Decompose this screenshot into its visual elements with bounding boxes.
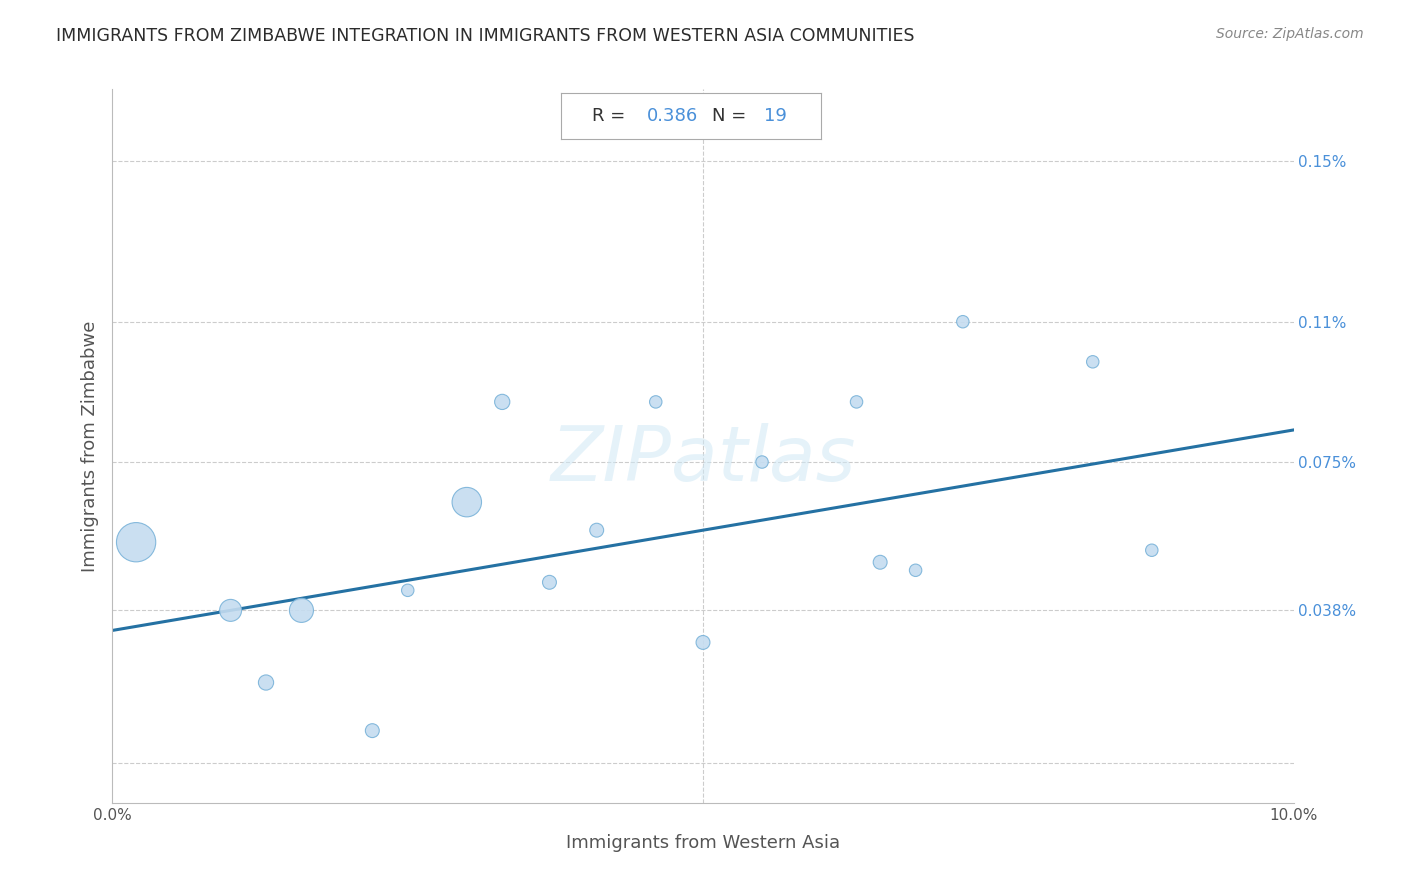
Point [456,495,478,509]
Point [869,555,891,569]
Point [1140,543,1163,558]
Text: Source: ZipAtlas.com: Source: ZipAtlas.com [1216,27,1364,41]
Point [1081,355,1104,369]
Point [751,455,773,469]
Point [644,395,666,409]
Text: ZIPatlas: ZIPatlas [550,424,856,497]
Point [538,575,561,590]
Point [491,395,513,409]
Point [219,603,242,617]
X-axis label: Immigrants from Western Asia: Immigrants from Western Asia [567,834,839,852]
Y-axis label: Immigrants from Zimbabwe: Immigrants from Zimbabwe [80,320,98,572]
Point [845,395,868,409]
Point [254,675,277,690]
Point [585,523,607,537]
Point [904,563,927,577]
Point [952,315,974,329]
Text: IMMIGRANTS FROM ZIMBABWE INTEGRATION IN IMMIGRANTS FROM WESTERN ASIA COMMUNITIES: IMMIGRANTS FROM ZIMBABWE INTEGRATION IN … [56,27,915,45]
Point [290,603,312,617]
Point [692,635,714,649]
Point [396,583,419,598]
Point [125,535,148,549]
Point [361,723,384,738]
